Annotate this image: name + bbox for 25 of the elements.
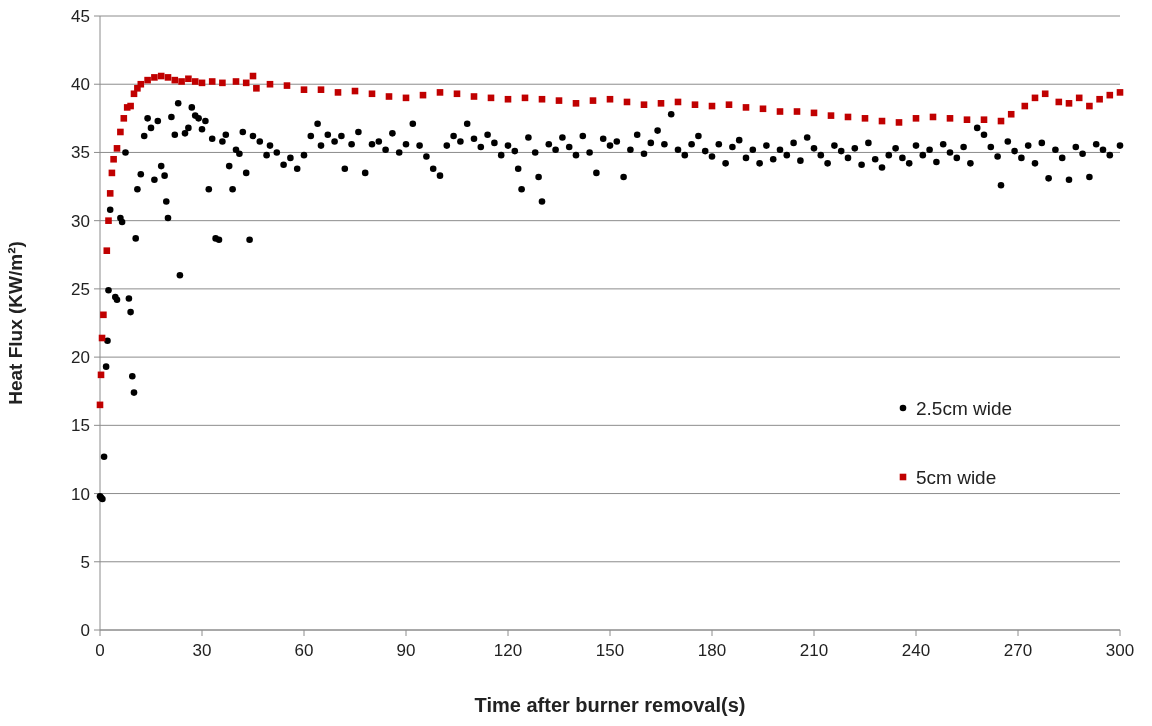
y-tick-label: 40: [71, 75, 90, 95]
x-tick-label: 210: [799, 641, 829, 660]
y-tick-label: 15: [71, 416, 90, 436]
x-tick-label: 300: [1105, 641, 1135, 660]
x-tick-label: 60: [294, 641, 314, 660]
x-tick-label: 90: [396, 641, 416, 660]
y-axis-title: Heat Flux (KW/m²): [5, 241, 26, 405]
legend-label: 5cm wide: [916, 466, 997, 488]
y-tick-label: 10: [71, 484, 90, 504]
y-tick-label: 0: [80, 620, 90, 640]
y-tick-label: 5: [80, 552, 90, 572]
y-tick-label: 45: [71, 6, 90, 26]
x-tick-label: 240: [901, 641, 931, 660]
x-tick-label: 180: [697, 641, 727, 660]
legend-label: 2.5cm wide: [916, 397, 1013, 419]
y-tick-label: 25: [71, 279, 90, 299]
x-tick-label: 150: [595, 641, 625, 660]
y-tick-label: 20: [71, 348, 90, 368]
y-tick-label: 30: [71, 211, 90, 231]
x-tick-label: 30: [192, 641, 212, 660]
y-tick-label: 35: [71, 143, 90, 163]
x-tick-label: 120: [493, 641, 523, 660]
x-tick-label: 0: [95, 641, 105, 660]
x-axis-title: Time after burner removal(s): [474, 694, 746, 716]
x-tick-label: 270: [1003, 641, 1033, 660]
